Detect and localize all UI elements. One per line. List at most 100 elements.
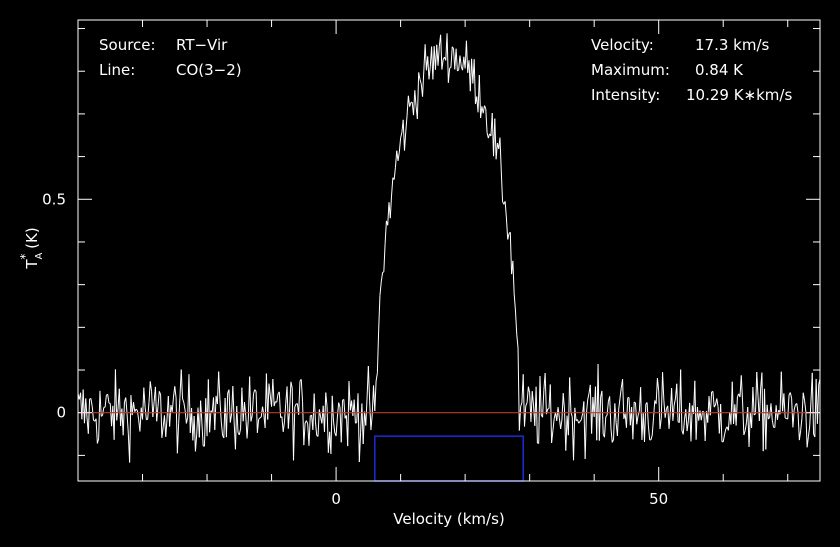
spectrum-segment bbox=[152, 401, 155, 418]
spectrum-segment bbox=[580, 413, 584, 420]
spectrum-segment bbox=[585, 399, 589, 414]
spectrum-segment bbox=[552, 418, 555, 431]
spectrum-segment bbox=[797, 413, 800, 441]
spectrum-segment bbox=[143, 387, 146, 408]
spectrum-segment bbox=[567, 377, 571, 436]
spectrum-segment bbox=[659, 418, 662, 430]
spectrum-segment bbox=[201, 422, 204, 446]
source-value: RT−Vir bbox=[176, 36, 228, 54]
spectrum-segment bbox=[154, 386, 158, 422]
spectrum-segment bbox=[336, 402, 340, 418]
spectrum-segment bbox=[539, 375, 542, 415]
spectrum-segment bbox=[576, 419, 580, 424]
spectrum-segment bbox=[667, 405, 670, 429]
spectrum-segment bbox=[228, 389, 231, 423]
spectrum-segment bbox=[378, 295, 381, 330]
spectrum-segment bbox=[457, 69, 460, 72]
spectrum-segment bbox=[343, 399, 346, 419]
spectrum-segment bbox=[375, 372, 378, 382]
spectrum-segment bbox=[209, 410, 212, 433]
spectrum-segment bbox=[487, 133, 491, 139]
spectrum-segment bbox=[743, 430, 746, 436]
spectrum-segment bbox=[758, 388, 762, 421]
spectrum-segment bbox=[447, 68, 451, 83]
spectrum-segment bbox=[800, 418, 803, 431]
spectrum-segment bbox=[656, 378, 660, 391]
spectrum-segment bbox=[518, 406, 522, 431]
spectrum-segment bbox=[569, 377, 572, 413]
spectrum-segment bbox=[516, 334, 519, 349]
spectrum-segment bbox=[673, 398, 676, 406]
spectrum-segment bbox=[293, 406, 296, 461]
spectrum-segment bbox=[549, 384, 553, 443]
spectrum-segment bbox=[712, 391, 715, 408]
spectrum-segment bbox=[325, 392, 328, 407]
spectrum-segment bbox=[156, 406, 159, 422]
spectrum-segment bbox=[731, 381, 735, 425]
spectrum-segment bbox=[766, 404, 769, 420]
spectrum-segment bbox=[178, 397, 181, 424]
spectrum-segment bbox=[422, 70, 425, 97]
spectrum-segment bbox=[335, 417, 338, 437]
spectrum-segment bbox=[451, 46, 454, 49]
spectrum-segment bbox=[157, 391, 160, 407]
spectrum-segment bbox=[136, 410, 140, 420]
spectrum-segment bbox=[713, 404, 716, 408]
plot-frame bbox=[77, 19, 821, 482]
spectrum-segment bbox=[107, 394, 110, 404]
spectrum-segment bbox=[174, 386, 177, 399]
maximum-value: 0.84 K bbox=[695, 61, 744, 79]
spectrum-segment bbox=[379, 281, 382, 296]
spectrum-segment bbox=[160, 394, 163, 438]
spectrum-segment bbox=[598, 397, 602, 441]
spectrum-segment bbox=[146, 418, 148, 421]
spectrum-segment bbox=[158, 391, 162, 395]
source-label: Source: bbox=[99, 36, 156, 54]
spectrum-segment bbox=[632, 402, 635, 440]
spectrum-segment bbox=[636, 415, 639, 425]
spectrum-segment bbox=[513, 293, 516, 311]
spectrum-segment bbox=[370, 414, 373, 431]
spectrum-segment bbox=[680, 369, 683, 431]
spectrum-segment bbox=[535, 386, 538, 443]
spectrum-segment bbox=[514, 310, 518, 335]
spectrum-segment bbox=[655, 378, 658, 404]
spectrum-segment bbox=[616, 409, 620, 436]
spectrum-segment bbox=[272, 378, 275, 407]
spectrum-segment bbox=[130, 395, 133, 416]
spectrum-segment bbox=[499, 137, 502, 171]
spectrum-segment bbox=[807, 426, 811, 437]
spectrum-segment bbox=[579, 419, 582, 422]
spectrum-segment bbox=[165, 418, 168, 437]
spectrum-segment bbox=[376, 329, 380, 373]
spectrum-segment bbox=[531, 391, 535, 406]
spectrum-segment bbox=[242, 402, 245, 422]
spectrum-segment bbox=[774, 405, 777, 428]
spectrum-segment bbox=[400, 132, 403, 139]
spectrum-segment bbox=[752, 387, 755, 415]
spectrum-segment bbox=[348, 380, 351, 411]
spectrum-segment bbox=[478, 75, 482, 119]
spectrum-segment bbox=[419, 79, 422, 85]
spectrum-segment bbox=[653, 400, 656, 418]
spectrum-segment bbox=[383, 243, 386, 272]
spectrum-layer bbox=[77, 33, 821, 463]
spectrum-segment bbox=[573, 407, 576, 461]
spectrum-segment bbox=[806, 436, 809, 448]
spectrum-segment bbox=[720, 404, 723, 442]
spectrum-segment bbox=[300, 379, 304, 402]
spectrum-segment bbox=[243, 402, 247, 416]
spectrum-segment bbox=[102, 407, 105, 416]
spectrum-segment bbox=[281, 416, 284, 432]
spectrum-segment bbox=[382, 271, 385, 273]
spectrum-segment bbox=[804, 400, 807, 412]
spectrum-segment bbox=[744, 422, 747, 431]
spectrum-segment bbox=[180, 369, 184, 399]
spectrum-segment bbox=[446, 33, 449, 83]
spectrum-segment bbox=[126, 413, 129, 434]
spectrum-segment bbox=[709, 391, 713, 416]
spectrum-segment bbox=[765, 404, 768, 450]
spectrum-segment bbox=[589, 384, 593, 434]
line-label: Line: bbox=[99, 61, 135, 79]
